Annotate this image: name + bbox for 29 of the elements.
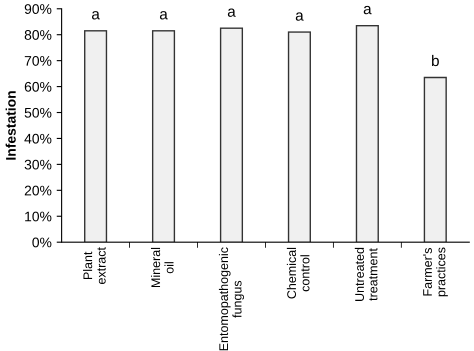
y-tick-label: 0% [32, 238, 52, 248]
bar [152, 30, 176, 242]
y-tick-label: 20% [24, 186, 52, 196]
x-tick-label: Chemical control [286, 248, 310, 299]
y-tick-label: 80% [24, 30, 52, 40]
y-tick-label: 30% [24, 160, 52, 170]
x-tick-label: Mineral oil [150, 248, 174, 288]
annotation: a [296, 12, 304, 21]
bar [424, 76, 447, 242]
y-tick-label: 60% [24, 82, 52, 92]
annotation: a [160, 11, 168, 20]
annotation: a [92, 11, 100, 20]
x-tick-label: Untreated treatment [354, 248, 378, 301]
y-tick-label: 10% [25, 212, 52, 222]
y-tick-label: 90% [24, 4, 52, 14]
y-axis-title: Infestation [6, 91, 16, 160]
x-tick-label: Entomopathogenic fungus [218, 247, 244, 350]
annotation: b [432, 54, 439, 66]
annotation: a [364, 6, 372, 14]
annotation: a [228, 8, 236, 17]
y-tick-label: 70% [24, 56, 52, 66]
x-tick-label: Farmer's practices [423, 248, 448, 296]
bar [356, 24, 379, 242]
y-tick-label: 40% [24, 134, 52, 144]
x-tick-label: Plant extract [83, 247, 106, 284]
bar [288, 31, 311, 242]
bar [84, 30, 108, 242]
bar [220, 28, 244, 242]
y-tick-label: 50% [24, 108, 52, 118]
